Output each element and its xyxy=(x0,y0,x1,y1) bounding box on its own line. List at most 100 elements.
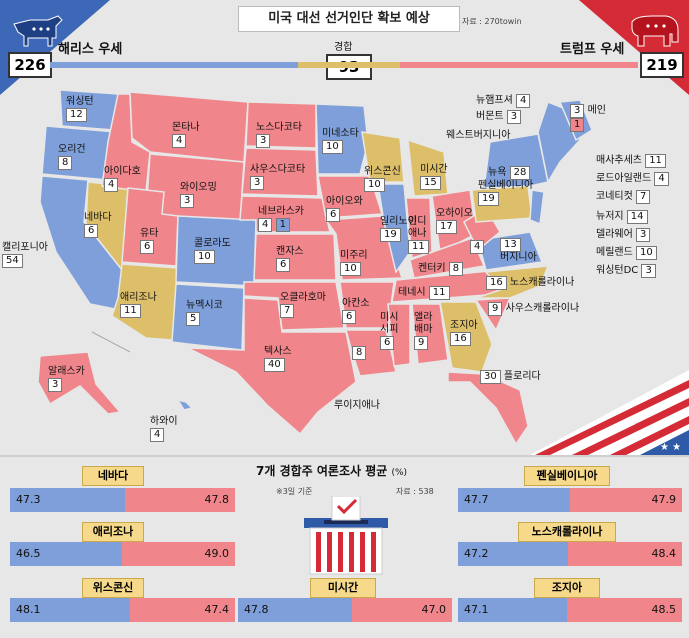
poll-title: 7개 경합주 여론조사 평균 (%) xyxy=(256,464,408,478)
poll-source: 자료 : 538 xyxy=(396,487,434,496)
poll-harris-georgia: 47.1 xyxy=(458,598,567,622)
label-idaho: 아이다호 4 xyxy=(104,166,141,192)
poll-tag-nevada: 네바다 xyxy=(82,466,144,486)
poll-tag-wisconsin: 위스콘신 xyxy=(82,578,144,598)
label-ohio: 오하이오 17 xyxy=(436,208,473,234)
label-georgia: 조지아 16 xyxy=(450,320,478,346)
label-indiana: 인디애나 11 xyxy=(408,216,434,254)
divider xyxy=(0,455,689,457)
label-west-virginia: 웨스트버지니아 xyxy=(446,130,511,141)
poll-harris-arizona: 46.5 xyxy=(10,542,122,566)
state-wisconsin xyxy=(361,131,405,183)
label-alabama: 앨라배마 9 xyxy=(414,312,433,350)
poll-trump-north-carolina: 48.4 xyxy=(568,542,682,566)
map-source: 자료 : 270towin xyxy=(462,17,522,26)
label-hawaii: 하와이 4 xyxy=(150,416,178,442)
harris-bar xyxy=(50,62,298,68)
label-massachusetts: 매사추세츠 11 xyxy=(596,154,666,168)
label-new-mexico: 뉴멕시코 5 xyxy=(186,300,223,326)
label-nevada: 네바다 6 xyxy=(84,212,112,238)
label-maryland: 메릴랜드 10 xyxy=(596,246,657,260)
label-new-jersey: 뉴저지 14 xyxy=(596,210,648,224)
state-kansas xyxy=(253,233,337,281)
label-florida: 30 플로리다 xyxy=(480,370,541,384)
ballot-box-icon xyxy=(304,496,388,575)
poll-tag-michigan: 미시간 xyxy=(310,578,376,598)
harris-label: 해리스 우세 xyxy=(58,42,123,57)
poll-trump-michigan: 47.0 xyxy=(352,598,452,622)
state-hawaii xyxy=(176,398,194,411)
label-rhode-island: 로드아일랜드 4 xyxy=(596,172,669,186)
label-virginia: 13 버지니아 xyxy=(500,238,537,263)
label-nebraska: 네브라스카 4 1 xyxy=(258,206,304,232)
label-oregon: 오리건 8 xyxy=(58,144,86,170)
poll-trump-georgia: 48.5 xyxy=(567,598,682,622)
poll-tag-pennsylvania: 펜실베이니아 xyxy=(524,466,610,486)
elephant-icon xyxy=(631,15,679,47)
label-colorado: 콜로라도 10 xyxy=(194,238,231,264)
label-montana: 몬타나 4 xyxy=(172,122,200,148)
label-delaware: 델라웨어 3 xyxy=(596,228,651,242)
label-north-carolina: 16 노스캐롤라이나 xyxy=(486,276,574,290)
label-washington: 워싱턴 12 xyxy=(66,96,94,122)
label-illinois: 일리노이 19 xyxy=(380,216,417,242)
label-pennsylvania: 펜실베이니아 19 xyxy=(478,180,534,206)
label-arizona: 애리조나 11 xyxy=(120,292,157,318)
donkey-icon xyxy=(13,15,63,47)
label-west-virginia-ev: 4 xyxy=(470,240,485,254)
page-title: 미국 대선 선거인단 확보 예상 xyxy=(238,6,460,32)
poll-harris-north-carolina: 47.2 xyxy=(458,542,568,566)
label-minnesota: 미네소타 10 xyxy=(322,128,359,154)
label-louisiana: 루이지애나 xyxy=(334,400,380,411)
state-new-jersey xyxy=(529,189,545,226)
poll-trump-arizona: 49.0 xyxy=(122,542,235,566)
poll-tag-arizona: 애리조나 xyxy=(82,522,144,542)
label-dc: 워싱턴DC 3 xyxy=(596,264,656,278)
swing-bar xyxy=(298,62,400,68)
label-new-hampshire: 뉴햄프셔 4 xyxy=(476,94,531,108)
harris-count: 226 xyxy=(8,52,52,78)
state-new-york xyxy=(483,133,549,189)
label-wyoming: 와이오밍 3 xyxy=(180,182,217,208)
label-utah: 유타 6 xyxy=(140,228,159,254)
label-iowa: 아이오와 6 xyxy=(326,196,363,222)
label-kentucky: 켄터키 8 xyxy=(418,262,464,276)
label-vermont: 버몬트 3 xyxy=(476,110,522,124)
label-south-dakota: 사우스다코타 3 xyxy=(250,164,306,190)
flag-decoration: ★ ★ xyxy=(530,370,689,455)
poll-date-note: ※3일 기준 xyxy=(276,487,313,496)
state-alaska xyxy=(37,351,122,415)
poll-trump-nevada: 47.8 xyxy=(125,488,235,512)
label-michigan: 미시간 15 xyxy=(420,164,448,190)
label-arkansas: 아칸소 6 xyxy=(342,298,370,324)
label-tennessee: 테네시 11 xyxy=(398,286,450,300)
poll-harris-pennsylvania: 47.7 xyxy=(458,488,570,512)
state-montana xyxy=(129,91,249,163)
swing-label: 경합 xyxy=(334,42,353,53)
label-south-carolina: 9 사우스캐롤라이나 xyxy=(488,302,579,316)
state-north-carolina xyxy=(475,265,550,299)
trump-label: 트럼프 우세 xyxy=(560,42,625,57)
label-mississippi: 미시시피 6 xyxy=(380,312,399,350)
label-wisconsin: 위스콘신 10 xyxy=(364,166,401,192)
label-kansas: 캔자스 6 xyxy=(276,246,304,272)
label-connecticut: 코네티컷 7 xyxy=(596,190,651,204)
poll-trump-pennsylvania: 47.9 xyxy=(570,488,682,512)
trump-bar xyxy=(400,62,638,68)
label-north-dakota: 노스다코타 3 xyxy=(256,122,302,148)
poll-harris-nevada: 47.3 xyxy=(10,488,125,512)
label-california: 캘리포니아 54 xyxy=(2,242,48,268)
state-kentucky xyxy=(409,237,486,279)
poll-tag-north-carolina: 노스캐롤라이나 xyxy=(518,522,616,542)
state-minnesota xyxy=(315,103,369,175)
poll-tag-georgia: 조지아 xyxy=(534,578,600,598)
label-texas: 텍사스 40 xyxy=(264,346,292,372)
label-louisiana-ev: 8 xyxy=(352,346,367,360)
svg-text:★ ★: ★ ★ xyxy=(660,442,681,453)
label-alaska: 알래스카 3 xyxy=(48,366,85,392)
label-oklahoma: 오클라호마 7 xyxy=(280,292,326,318)
poll-harris-wisconsin: 48.1 xyxy=(10,598,130,622)
label-missouri: 미주리 10 xyxy=(340,250,368,276)
poll-trump-wisconsin: 47.4 xyxy=(130,598,235,622)
label-new-york: 뉴욕 28 xyxy=(488,166,531,180)
